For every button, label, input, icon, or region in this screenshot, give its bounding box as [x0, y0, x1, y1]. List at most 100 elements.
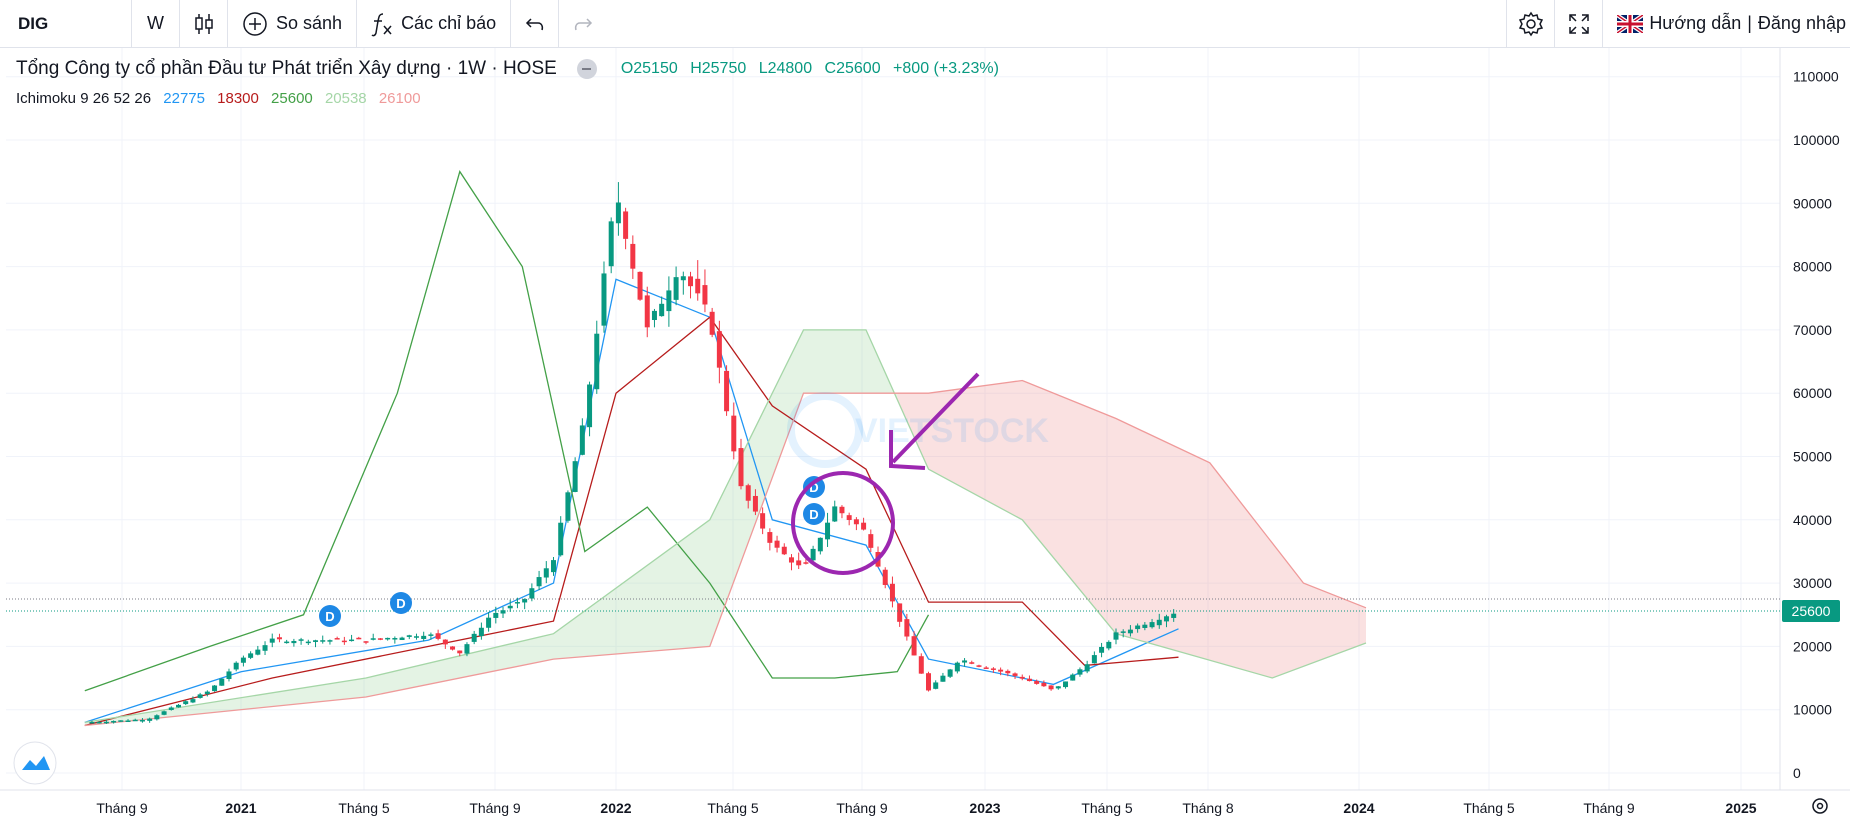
candle-body	[940, 675, 946, 682]
x-tick-label: 2025	[1725, 800, 1756, 816]
candle-body	[839, 506, 845, 514]
candle-body	[601, 273, 607, 326]
x-tick-label: Tháng 9	[96, 800, 148, 816]
chikou-value: 25600	[271, 90, 313, 107]
candle-body	[522, 598, 528, 603]
fx-icon	[371, 12, 392, 36]
low-value: L24800	[758, 60, 813, 77]
candle-body	[868, 534, 874, 548]
y-tick-label: 20000	[1793, 638, 1832, 654]
candle-body	[702, 285, 708, 305]
candle-body	[1156, 619, 1162, 626]
ichimoku-chikou-line	[84, 170, 930, 692]
close-value: C25600	[824, 60, 881, 77]
axis-settings-icon	[1812, 798, 1828, 814]
dividend-marker-label: D	[809, 507, 818, 522]
change-value: +800 (+3.23%)	[893, 60, 999, 77]
candle-body	[96, 721, 102, 724]
candle-body	[507, 605, 513, 609]
compare-button[interactable]: So sánh	[228, 0, 358, 48]
candle-body	[457, 650, 463, 654]
candle-body	[724, 370, 730, 412]
y-tick-label: 90000	[1793, 195, 1832, 211]
candle-body	[594, 333, 600, 390]
candle-body	[349, 639, 355, 642]
span-b-value: 26100	[378, 90, 421, 107]
redo-button[interactable]	[559, 0, 607, 48]
legend-collapse-button[interactable]	[576, 59, 597, 79]
candle-body	[428, 634, 434, 636]
guide-link[interactable]: Hướng dẫn	[1649, 13, 1742, 33]
fullscreen-button[interactable]	[1554, 0, 1602, 48]
span-a-value: 20538	[324, 90, 367, 107]
annotation-circle	[791, 471, 895, 575]
candle-body	[327, 640, 333, 642]
watermark-text: VIETSTOCK	[855, 412, 1049, 450]
candle-body	[659, 303, 665, 317]
candle-body	[103, 721, 109, 724]
price-chart[interactable]: 0 10000 20000 30000 40000 50000 60000 70000 8000…	[0, 48, 1850, 834]
fullscreen-icon	[1569, 13, 1589, 34]
y-tick-label: 100000	[1793, 132, 1840, 148]
candle-body	[486, 617, 492, 628]
candle-body	[111, 721, 117, 723]
symbol-search[interactable]: DIG	[0, 0, 132, 48]
kumo-bear-fill	[897, 380, 1366, 679]
candle-body	[637, 271, 643, 300]
candle-body	[579, 425, 585, 455]
interval-label: W	[147, 13, 164, 33]
candle-body	[933, 682, 939, 689]
chart-area[interactable]: 0 10000 20000 30000 40000 50000 60000 70000 8000…	[0, 48, 1850, 834]
candle-body	[565, 492, 571, 521]
candle-body	[587, 384, 593, 428]
settings-button[interactable]	[1506, 0, 1554, 48]
high-value: H25750	[690, 60, 747, 77]
candle-body	[1041, 682, 1047, 687]
candle-body	[1048, 685, 1054, 690]
chart-type-button[interactable]	[180, 0, 228, 48]
candle-body	[745, 485, 751, 501]
y-tick-label: 80000	[1793, 259, 1832, 275]
dividend-marker-label: D	[396, 596, 405, 611]
plus-circle-icon	[243, 11, 267, 36]
interval-button[interactable]: W	[132, 0, 180, 48]
chart-logo-button	[13, 741, 57, 785]
y-tick-label: 40000	[1793, 512, 1832, 528]
candle-body	[478, 627, 484, 637]
candle-body	[608, 221, 614, 267]
candle-body	[514, 602, 520, 604]
candle-body	[204, 691, 210, 695]
candle-body	[615, 202, 621, 224]
candle-body	[1106, 641, 1112, 649]
candle-body	[284, 641, 290, 644]
candle-body	[1171, 613, 1177, 618]
candle-body	[334, 638, 340, 640]
candle-body	[269, 638, 275, 643]
candle-body	[421, 635, 427, 639]
candle-body	[962, 660, 968, 663]
candle-body	[810, 548, 816, 561]
candle-body	[1135, 625, 1141, 630]
undo-button[interactable]	[511, 0, 560, 48]
candle-body	[1142, 624, 1148, 628]
x-tick-label: Tháng 5	[338, 800, 390, 816]
undo-icon	[525, 17, 543, 30]
login-link[interactable]: Đăng nhập	[1757, 13, 1846, 33]
candle-body	[1113, 632, 1119, 640]
candle-body	[572, 461, 578, 492]
candle-body	[630, 243, 636, 269]
tenkan-value: 22775	[163, 90, 205, 107]
x-tick-label: Tháng 9	[1583, 800, 1635, 816]
candle-body	[370, 638, 376, 640]
last-price-tag	[1782, 599, 1840, 622]
ichimoku-legend[interactable]: Ichimoku 9 26 52 26 22775 18300 25600 20…	[16, 90, 429, 107]
legend-header: Tổng Công ty cổ phần Đầu tư Phát triển X…	[16, 58, 1007, 80]
candle-body	[817, 537, 823, 552]
ohlc-values: O25150 H25750 L24800 C25600 +800 (+3.23%…	[621, 60, 1007, 78]
indicators-button[interactable]: Các chỉ báo	[357, 0, 512, 48]
candle-body	[450, 646, 456, 650]
candle-body	[1127, 629, 1133, 634]
candle-body	[471, 633, 477, 642]
candle-body	[969, 662, 975, 664]
help-menu: Hướng dẫn | Đăng nhập	[1602, 0, 1850, 48]
